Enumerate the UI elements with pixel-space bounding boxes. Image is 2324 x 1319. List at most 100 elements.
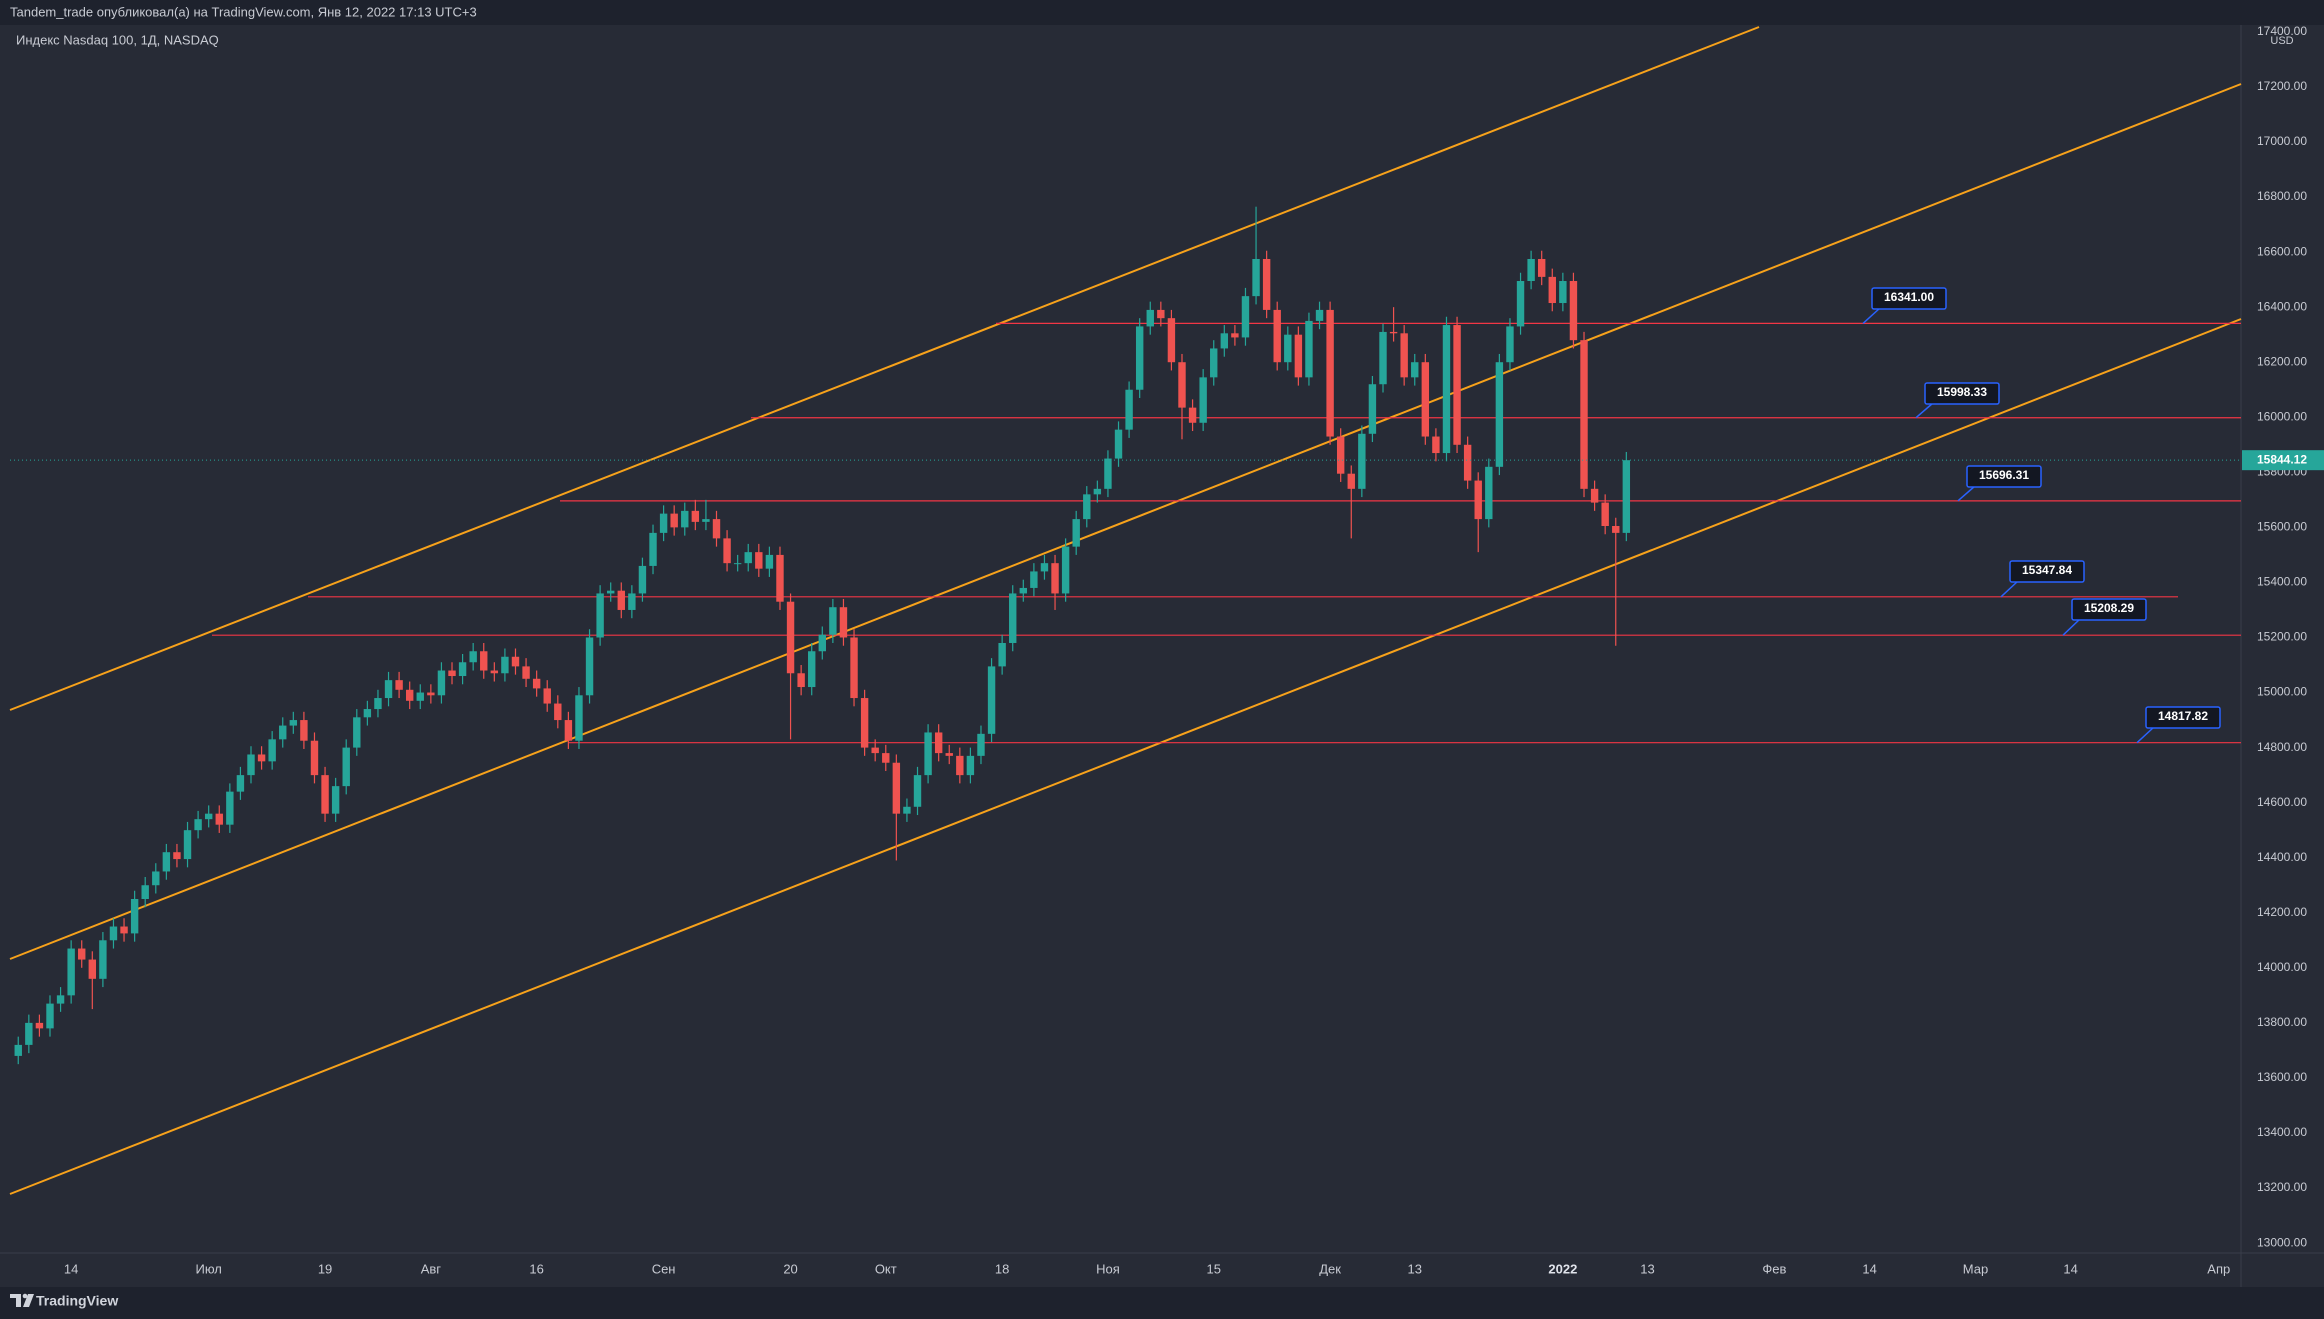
candle [1421, 353, 1430, 445]
candle [458, 654, 467, 685]
candle-body [1548, 276, 1556, 304]
level-label: 16341.00 [1884, 290, 1934, 304]
y-tick-label: 14600.00 [2257, 795, 2307, 809]
candle-body [183, 830, 192, 860]
last-price-label: 15844.12 [2257, 452, 2307, 466]
candle [1284, 326, 1292, 371]
candle-body [194, 819, 202, 831]
candle [1040, 554, 1049, 580]
candle [1167, 309, 1176, 371]
candle [776, 546, 784, 610]
candle-body [384, 680, 393, 699]
candle [67, 940, 75, 1004]
x-tick-label: 19 [318, 1261, 332, 1276]
candle [956, 747, 964, 784]
candle-body [871, 747, 879, 754]
y-tick-label: 13000.00 [2257, 1235, 2307, 1249]
candle-body [1601, 502, 1609, 526]
candle [1262, 250, 1271, 319]
candle-body [1009, 593, 1017, 643]
candle [25, 1014, 33, 1054]
candle-body [300, 720, 308, 741]
candle-body [934, 732, 943, 754]
candle [395, 671, 403, 699]
x-tick-label: Окт [875, 1261, 897, 1276]
candle [871, 739, 879, 762]
candle-body [437, 670, 446, 696]
header-bar [0, 0, 2324, 25]
candle [829, 598, 837, 643]
x-tick-label: Июл [195, 1261, 221, 1276]
callout-box [2145, 706, 2221, 729]
y-tick-label: 15600.00 [2257, 520, 2307, 534]
candle [501, 648, 509, 682]
candle-body [1040, 563, 1049, 572]
candle-body [723, 538, 731, 564]
candle [564, 711, 573, 749]
candle-body [1516, 281, 1525, 327]
candle-body [1453, 325, 1461, 445]
candle-body [469, 651, 477, 663]
candle-body [1273, 309, 1281, 363]
y-tick-label: 16800.00 [2257, 189, 2307, 203]
candle-body [88, 959, 97, 979]
y-tick-label: 15200.00 [2257, 630, 2307, 644]
candle-body [289, 720, 298, 726]
candle [109, 918, 118, 949]
candle-body [1294, 334, 1303, 378]
candle [1389, 307, 1398, 342]
candle-body [1199, 377, 1207, 423]
candle [353, 709, 361, 756]
x-tick-label: 14 [1862, 1261, 1876, 1276]
y-tick-label: 14800.00 [2257, 740, 2307, 754]
candle [1506, 318, 1514, 371]
candle [585, 629, 594, 704]
candle [596, 585, 604, 646]
candle [448, 662, 456, 685]
candle [543, 680, 551, 712]
footer-bar [0, 1287, 2324, 1319]
candle [1495, 353, 1504, 476]
candle [1368, 375, 1377, 443]
callout-box [2071, 598, 2147, 621]
candle-body [1146, 309, 1154, 327]
x-tick-label: 13 [1408, 1261, 1422, 1276]
candle [99, 932, 107, 988]
x-tick-label: Апр [2207, 1261, 2230, 1276]
candle-body [1284, 334, 1292, 363]
x-tick-label: 18 [995, 1261, 1009, 1276]
candle [723, 530, 731, 572]
candle [1315, 301, 1324, 330]
candle-body [1241, 296, 1250, 338]
candle [1241, 287, 1250, 346]
y-tick-label: 16200.00 [2257, 354, 2307, 368]
candle [554, 695, 562, 729]
candle [1051, 554, 1059, 610]
candle [1559, 272, 1567, 312]
candle [416, 684, 424, 710]
candle-body [1389, 331, 1398, 334]
candle-body [141, 885, 149, 899]
candle-body [1305, 320, 1313, 378]
candle-body [1463, 444, 1472, 481]
candle-body [1358, 433, 1366, 489]
y-tick-label: 13200.00 [2257, 1180, 2307, 1194]
candle-body [353, 717, 361, 748]
candle-body [501, 656, 509, 674]
candle [606, 582, 615, 602]
candle [1379, 323, 1387, 393]
candle-body [765, 554, 774, 569]
candle-body [1188, 407, 1197, 423]
candle-body [405, 689, 414, 701]
candle [1157, 301, 1165, 327]
candle-body [829, 607, 837, 635]
candle-body [14, 1044, 22, 1056]
candle [427, 684, 435, 704]
candle [1178, 353, 1186, 440]
candle [702, 499, 710, 531]
candle [786, 593, 795, 740]
candle-body [374, 698, 382, 710]
candle-body [1252, 258, 1260, 297]
candle [1252, 206, 1260, 305]
